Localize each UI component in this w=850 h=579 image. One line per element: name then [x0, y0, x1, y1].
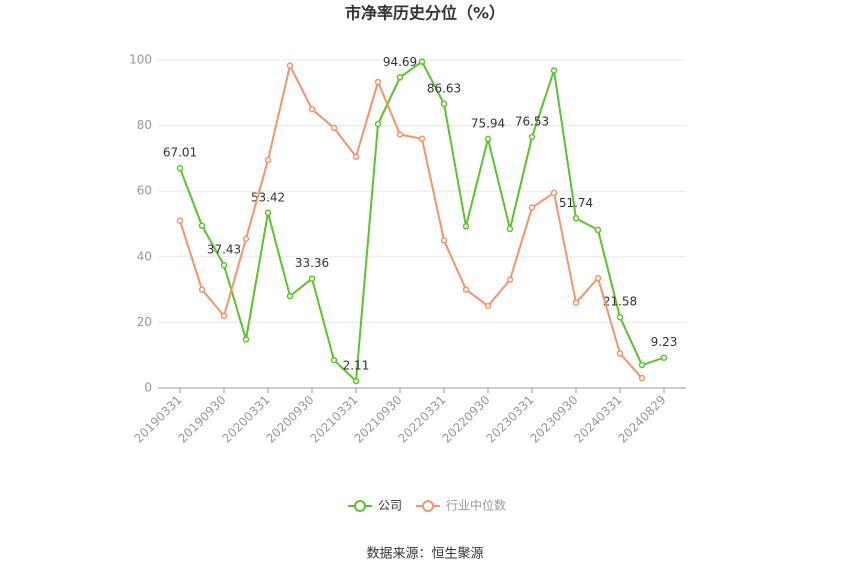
point — [352, 153, 360, 161]
point — [528, 204, 536, 211]
point — [594, 274, 602, 282]
point — [220, 312, 228, 320]
point — [440, 237, 448, 244]
point — [638, 374, 646, 382]
point — [660, 354, 668, 361]
data-label: 9.23 — [651, 335, 678, 349]
source: 数据来源：恒生聚源 — [366, 547, 483, 562]
legend-label: 行业中位数 — [446, 498, 506, 513]
point — [352, 377, 360, 385]
point — [176, 217, 184, 224]
point — [242, 336, 250, 343]
data-label: 86.63 — [427, 81, 461, 95]
series-line — [179, 60, 665, 384]
point — [484, 302, 492, 310]
data-label: 21.58 — [603, 295, 637, 309]
point — [462, 223, 470, 230]
point — [374, 78, 382, 86]
point — [330, 124, 338, 132]
y-tick-label: 40 — [137, 249, 152, 263]
point — [176, 164, 184, 172]
point — [572, 215, 580, 222]
point — [308, 105, 316, 113]
point — [264, 209, 272, 217]
point — [550, 189, 558, 197]
point — [198, 222, 206, 229]
point — [616, 350, 624, 357]
series-line — [179, 62, 643, 379]
point — [462, 286, 470, 293]
point — [264, 156, 272, 164]
data-label: 76.53 — [515, 114, 549, 128]
point — [418, 58, 426, 65]
point — [616, 313, 624, 321]
data-label: 51.74 — [559, 196, 593, 210]
chart-title: 市净率历史分位（%） — [345, 4, 505, 23]
data-label: 94.69 — [383, 55, 417, 69]
y-tick-label: 80 — [137, 118, 152, 132]
point — [396, 131, 404, 138]
point — [286, 292, 294, 300]
point — [286, 62, 294, 69]
legend-label: 公司 — [378, 499, 402, 513]
point — [374, 120, 382, 128]
data-label: 2.11 — [343, 359, 370, 373]
point — [506, 276, 514, 284]
point — [220, 261, 228, 269]
legend-marker — [422, 500, 434, 512]
point — [418, 135, 426, 142]
data-label: 33.36 — [295, 256, 329, 270]
data-label: 75.94 — [471, 116, 505, 130]
point — [572, 299, 580, 306]
x-tick-label: 20240829 — [616, 393, 669, 446]
y-tick-label: 60 — [137, 184, 152, 198]
point — [638, 361, 646, 369]
legend-marker — [354, 500, 366, 512]
point — [506, 225, 514, 233]
y-tick-label: 0 — [144, 381, 152, 395]
point — [550, 67, 558, 74]
point — [198, 286, 206, 293]
point — [242, 235, 250, 243]
y-tick-label: 20 — [137, 315, 152, 329]
point — [396, 74, 404, 81]
point — [440, 100, 448, 108]
y-tick-label: 100 — [129, 53, 152, 67]
point — [528, 133, 536, 141]
point — [330, 356, 338, 364]
point — [594, 226, 602, 234]
data-label: 37.43 — [207, 243, 241, 257]
point — [484, 135, 492, 143]
point — [308, 275, 316, 282]
data-label: 67.01 — [163, 146, 197, 160]
